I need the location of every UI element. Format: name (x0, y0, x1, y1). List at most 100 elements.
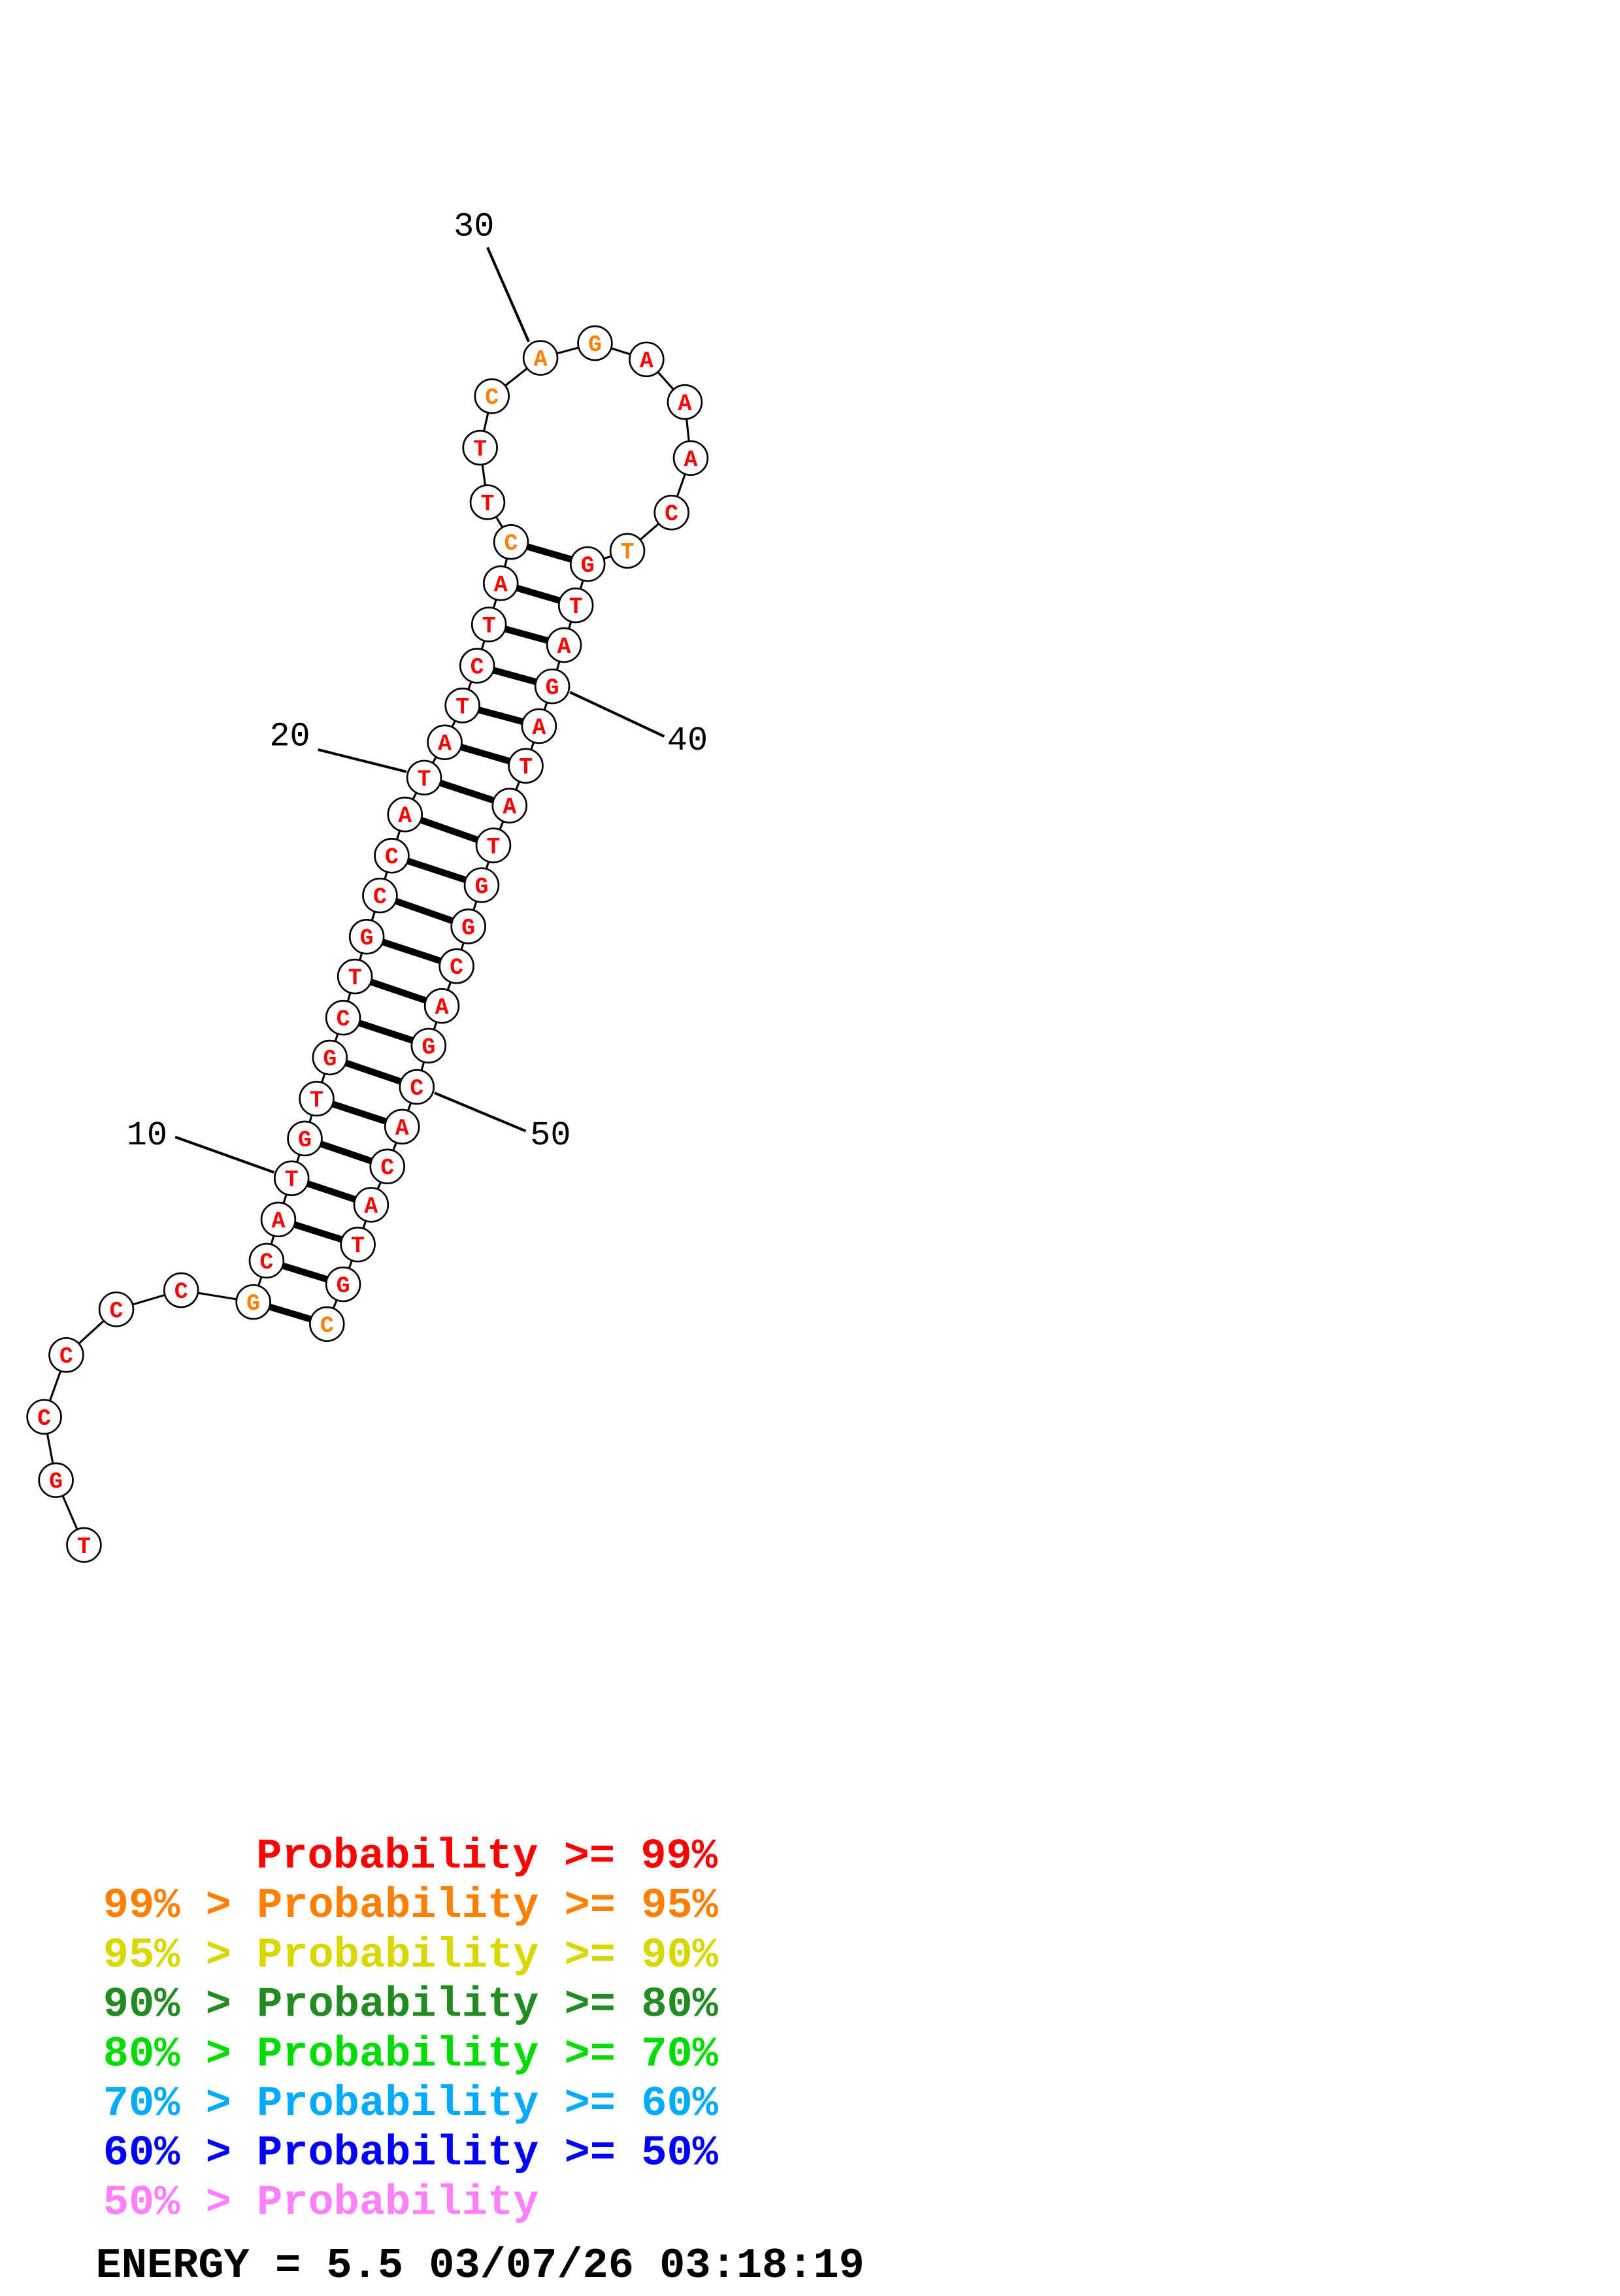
probability-legend: Probability >= 99% 99% > Probability >= … (95, 1832, 864, 2289)
nucleotide-letter: A (534, 348, 548, 373)
nucleotide-circle (312, 1039, 348, 1076)
nucleotide-circle (410, 1027, 447, 1064)
nucleotide-circle (309, 1306, 345, 1342)
position-label: 30 (454, 208, 494, 246)
nucleotide-circle (462, 429, 498, 466)
nucleotide-circle (546, 627, 582, 663)
nucleotide-letter: C (504, 531, 518, 557)
nucleotide-circle (672, 440, 709, 476)
nucleotide-circle (26, 1399, 62, 1435)
legend-line-2: 95% > Probability >= 90% (103, 1931, 719, 1980)
nucleotide-circle (399, 1069, 435, 1105)
nucleotide-circle (235, 1284, 271, 1320)
nucleotide-circle (163, 1272, 199, 1308)
nucleotide-letter: G (360, 926, 374, 952)
nucleotide-circle (482, 565, 519, 601)
nucleotide-circle (471, 607, 507, 642)
nucleotide-letter: C (174, 1280, 188, 1305)
nucleotide-letter: C (110, 1299, 124, 1324)
nucleotide-letter: T (351, 1234, 365, 1259)
nucleotide-circle (369, 1148, 405, 1185)
nucleotide-circle (273, 1160, 310, 1197)
nucleotide-letter: C (380, 1156, 394, 1182)
nucleotide-circle (474, 378, 510, 414)
position-label: 40 (667, 722, 708, 760)
nucleotide-letter: G (581, 554, 595, 579)
nucleotide-circle (475, 827, 512, 863)
nucleotide-letter: G (588, 333, 602, 358)
nucleotide-letter: A (684, 448, 697, 473)
nucleotide-letter: G (337, 1274, 350, 1299)
nucleotide-circle (493, 524, 529, 560)
legend-line-7: 50% > Probability (103, 2178, 539, 2227)
legend-line-4: 80% > Probability >= 70% (103, 2030, 719, 2078)
nucleotide-letter: T (569, 595, 583, 620)
energy-timestamp-line: ENERGY = 5.5 03/07/26 03:18:19 (95, 2242, 864, 2290)
nucleotide-letter: T (621, 541, 635, 566)
nucleotide-circle (348, 918, 385, 955)
nucleotide-letter: G (422, 1035, 435, 1061)
nucleotide-circle (384, 1108, 420, 1145)
nucleotide-circle (438, 948, 474, 984)
nucleotide-circle (260, 1201, 297, 1238)
nucleotide-letter: A (438, 732, 452, 757)
nucleotide-letter: T (348, 966, 362, 991)
nucleotide-circle (353, 1187, 389, 1223)
legend-line-0: Probability >= 99% (256, 1832, 718, 1880)
position-label: 20 (269, 717, 310, 756)
nucleotide-letter: A (557, 635, 571, 660)
nucleotide-circle (98, 1291, 135, 1327)
position-label-line (569, 691, 665, 738)
nucleotide-letter: G (461, 916, 475, 941)
nucleotide-circle (362, 877, 398, 914)
position-label-line (174, 1135, 274, 1174)
nucleotide-letter: T (519, 756, 533, 781)
nucleotide-circle (508, 748, 544, 784)
legend-line-6: 60% > Probability >= 50% (103, 2129, 719, 2178)
nucleotide-letter: T (486, 835, 500, 860)
nucleotide-letter: C (410, 1076, 423, 1102)
nucleotide-circle (299, 1080, 335, 1117)
nucleotide-letter: A (435, 995, 449, 1021)
nucleotide-letter: T (77, 1535, 91, 1560)
nucleotide-letter: C (471, 656, 484, 681)
nucleotide-circle (557, 587, 594, 624)
nucleotide-letter: C (450, 956, 463, 981)
nucleotide-circle (374, 838, 410, 874)
nucleotide-letter: A (494, 573, 508, 598)
legend-line-5: 70% > Probability >= 60% (103, 2080, 719, 2128)
nucleotide-letter: T (473, 437, 487, 463)
nucleotide-letter: C (665, 502, 678, 527)
nucleotide-letter: T (285, 1168, 299, 1193)
nucleotide-letter: C (37, 1406, 51, 1432)
nucleotide-letter: G (546, 676, 559, 701)
nucleotide-letter: C (320, 1314, 334, 1339)
nucleotide-letter: C (485, 386, 499, 411)
nucleotide-circle (325, 999, 361, 1036)
nucleotide-letter: C (373, 885, 387, 910)
nucleotide-letter: A (503, 795, 516, 821)
nucleotide-circle (423, 988, 460, 1024)
nucleotide-letter: G (474, 874, 488, 900)
nucleotide-circle (569, 546, 606, 582)
nucleotide-circle (522, 340, 559, 376)
nucleotide-letter: A (640, 349, 653, 374)
nucleotide-letter: T (418, 767, 431, 793)
nucleotide-circle (38, 1462, 74, 1499)
nucleotide-circle (340, 1226, 376, 1263)
nucleotide-circle (427, 724, 463, 761)
position-label-line (318, 748, 407, 773)
nucleotide-letter: T (480, 491, 494, 517)
nucleotide-circle (406, 759, 442, 796)
nucleotide-letter: A (395, 1116, 409, 1142)
nucleotide-letter: T (310, 1088, 323, 1114)
nucleotide-letter: A (271, 1209, 285, 1235)
nucleotide-circle (653, 494, 689, 531)
nucleotide-letter: T (455, 695, 469, 720)
nucleotide-circle (609, 533, 646, 569)
nucleotide-circle (387, 796, 423, 833)
nucleotide-letter: G (298, 1128, 312, 1154)
